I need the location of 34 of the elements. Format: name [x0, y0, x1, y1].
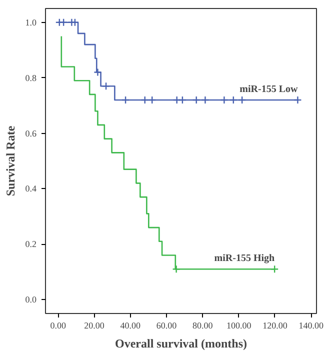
- x-tick-label: 0.00: [50, 320, 67, 330]
- x-tick-label: 140.00: [298, 320, 324, 330]
- point: [140, 96, 149, 104]
- x-tick-label: 120.00: [262, 320, 288, 330]
- point: [229, 96, 238, 104]
- point: [172, 96, 181, 104]
- point: [201, 96, 210, 104]
- point: [192, 96, 200, 104]
- series-label: miR-155 Low: [240, 84, 298, 95]
- x-axis-title: Overall survival (months): [115, 336, 248, 350]
- x-tick-label: 60.00: [156, 320, 178, 330]
- y-tick-label: 1.0: [25, 17, 37, 28]
- point: [59, 18, 68, 26]
- x-tick-label: 100.00: [226, 320, 252, 330]
- point: [121, 96, 130, 104]
- point: [94, 68, 102, 76]
- point: [148, 96, 156, 104]
- point: [178, 96, 187, 104]
- series-label: miR-155 High: [214, 253, 276, 264]
- point: [220, 96, 228, 104]
- y-tick-label: 0.8: [25, 72, 37, 83]
- y-tick-label: 0.0: [25, 294, 37, 305]
- x-tick-label: 40.00: [120, 320, 142, 330]
- y-tick-label: 0.4: [25, 184, 37, 194]
- y-tick-label: 0.2: [25, 239, 36, 250]
- point: [102, 82, 110, 90]
- point: [238, 96, 246, 104]
- point: [172, 265, 180, 274]
- point: [270, 265, 279, 274]
- y-axis-title: Survival Rate: [3, 125, 18, 196]
- x-tick-label: 20.00: [84, 320, 105, 330]
- point: [294, 96, 302, 104]
- y-tick-label: 0.6: [25, 128, 37, 138]
- x-tick-label: 80.00: [192, 320, 214, 330]
